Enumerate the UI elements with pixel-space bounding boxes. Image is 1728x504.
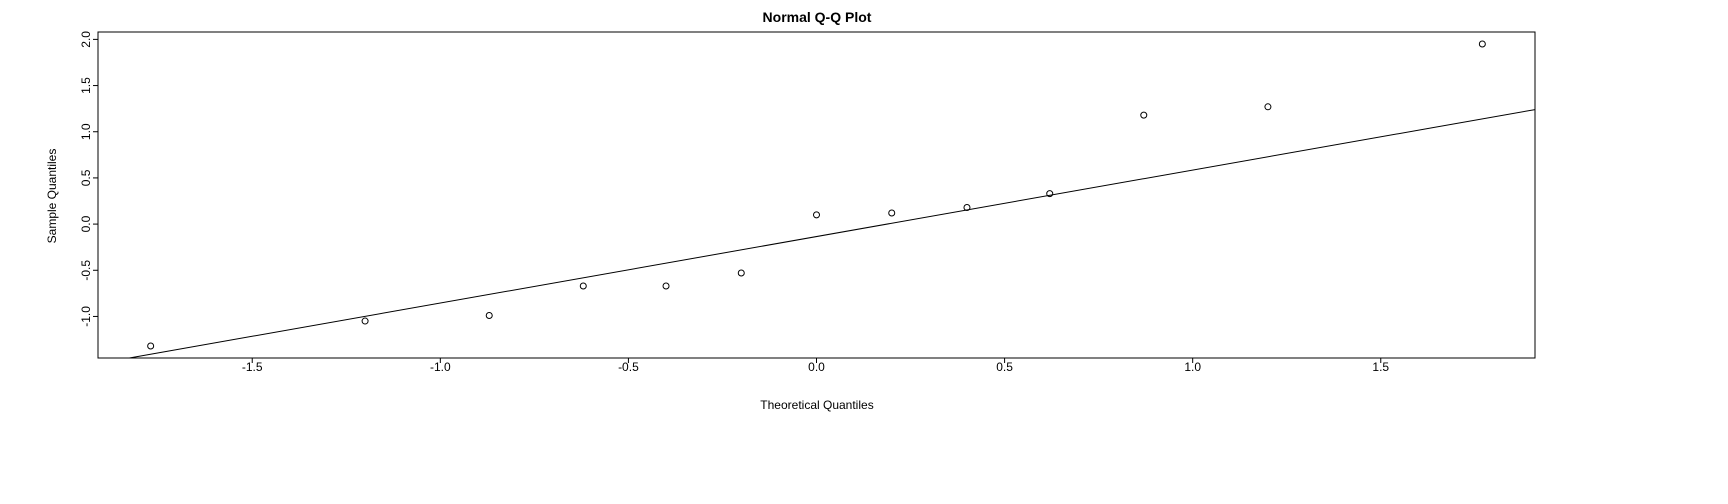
y-tick-label: 0.0 — [79, 215, 93, 232]
x-axis-label: Theoretical Quantiles — [760, 398, 873, 412]
reference-line — [129, 109, 1536, 359]
data-point — [888, 209, 896, 217]
y-tick-label: -1.0 — [79, 306, 93, 327]
x-tick-label: -1.0 — [430, 360, 451, 374]
data-points — [147, 40, 1486, 350]
data-point — [147, 342, 155, 350]
data-point — [737, 269, 745, 277]
data-point — [813, 211, 820, 219]
y-axis: -1.0 -0.5 0.0 0.5 1.0 1.5 2.0 — [79, 31, 98, 327]
y-tick-label: 1.5 — [79, 77, 93, 94]
data-point — [579, 282, 587, 290]
data-point — [662, 282, 670, 290]
x-tick-label: 0.0 — [808, 360, 825, 374]
x-tick-label: 1.0 — [1184, 360, 1201, 374]
x-axis: -1.5 -1.0 -0.5 0.0 0.5 1.0 1.5 — [242, 358, 1389, 374]
y-axis-label: Sample Quantiles — [45, 149, 59, 244]
y-tick-label: 1.0 — [79, 123, 93, 140]
data-point — [1140, 111, 1148, 119]
y-tick-label: 0.5 — [79, 169, 93, 186]
data-point — [361, 317, 369, 325]
data-point — [485, 312, 493, 320]
x-tick-label: -0.5 — [618, 360, 639, 374]
x-tick-label: 1.5 — [1372, 360, 1389, 374]
x-tick-label: 0.5 — [996, 360, 1013, 374]
y-tick-label: -0.5 — [79, 260, 93, 281]
x-tick-label: -1.5 — [242, 360, 263, 374]
data-point — [963, 203, 971, 211]
chart-title: Normal Q-Q Plot — [763, 9, 872, 25]
plot-frame — [97, 31, 1536, 359]
y-tick-label: 2.0 — [79, 31, 93, 48]
data-point — [1046, 190, 1054, 198]
data-point — [1478, 40, 1486, 48]
data-point — [1264, 103, 1272, 111]
